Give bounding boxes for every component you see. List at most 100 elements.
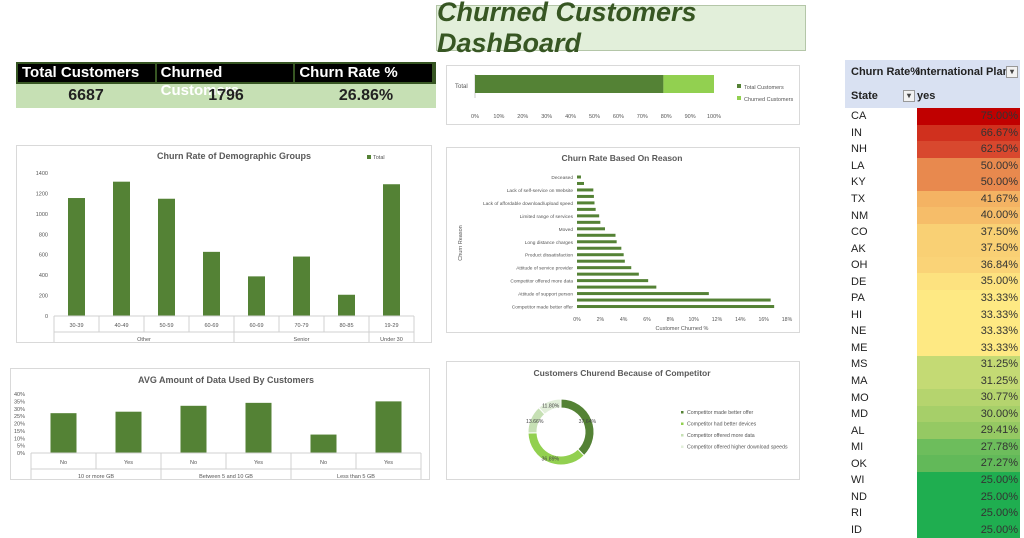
filter-icon[interactable]: ▾: [1006, 66, 1018, 78]
x-tick-label: 4%: [620, 317, 628, 323]
legend-swatch: [737, 96, 741, 100]
x-tick-label: 40%: [565, 114, 576, 120]
legend-label: Competitor made better offer: [687, 410, 753, 416]
bar: [577, 240, 617, 244]
table-row: TX 41.67%: [845, 190, 1020, 208]
group-label: Senior: [294, 337, 310, 343]
y-tick-label: 10%: [14, 436, 25, 442]
legend-label: Churned Customers: [744, 97, 793, 103]
y-axis-label: Churn Reason: [458, 225, 464, 260]
y-tick-label: 15%: [14, 429, 25, 435]
y-tick-label: Product dissatisfaction: [525, 253, 573, 259]
legend-swatch: [737, 84, 741, 88]
legend-swatch: [681, 445, 684, 448]
data-label: 36.89%: [542, 456, 560, 462]
table-row: OH 36.84%: [845, 256, 1020, 274]
churn-rate-cell: 41.67%: [917, 190, 1020, 208]
legend-swatch: [367, 155, 371, 159]
x-tick-label: 80%: [661, 114, 672, 120]
state-code: MI: [851, 441, 864, 454]
group-label: 10 or more GB: [78, 474, 114, 480]
pivot-row-label: State: [851, 90, 878, 102]
group-label: Less than 5 GB: [337, 474, 375, 480]
x-tick-label: 16%: [758, 317, 769, 323]
state-code: NM: [851, 209, 869, 222]
bar: [203, 251, 220, 316]
state-code: TX: [851, 193, 866, 205]
x-tick-label: Yes: [254, 460, 263, 466]
x-tick-label: 30%: [541, 114, 552, 120]
x-tick-label: Yes: [384, 460, 393, 466]
bar: [180, 405, 207, 453]
churn-rate-cell: 37.50%: [917, 223, 1020, 241]
bar: [310, 434, 337, 453]
reason-chart[interactable]: Churn Rate Based On Reason Deceased Lack o…: [446, 147, 800, 333]
bar: [577, 298, 771, 302]
chart-title: AVG Amount of Data Used By Customers: [138, 375, 314, 385]
legend-label: Competitor offered higher download speed…: [687, 445, 788, 451]
bar: [338, 294, 355, 316]
state-code: MA: [851, 375, 868, 388]
bar: [577, 259, 625, 263]
state-code: KY: [851, 176, 866, 189]
x-tick-label: 90%: [685, 114, 696, 120]
bar: [383, 184, 400, 316]
table-row: ME 33.33%: [845, 339, 1020, 357]
churn-rate-cell: 25.00%: [917, 488, 1020, 506]
churn-rate-cell: 62.50%: [917, 141, 1020, 158]
competitor-donut-chart[interactable]: Customers Churend Because of Competitor 3…: [446, 361, 800, 480]
churn-rate-cell: 35.00%: [917, 273, 1020, 291]
y-tick-label: Competitor made better offer: [512, 305, 574, 311]
y-tick-label: 200: [39, 294, 48, 300]
chart-title: Churn Rate Based On Reason: [562, 153, 683, 163]
y-tick-label: 1000: [36, 212, 48, 218]
kpi-value-total: 6687: [68, 87, 104, 104]
table-row: RI 25.00%: [845, 505, 1020, 522]
table-row: MD 30.00%: [845, 405, 1020, 423]
y-tick-label: Attitude of service provider: [516, 266, 573, 272]
x-tick-label: 12%: [712, 317, 723, 323]
y-tick-label: 0%: [17, 451, 25, 457]
demographic-chart[interactable]: Churn Rate of Demographic Groups 0 200 400 6…: [16, 145, 432, 343]
bar: [50, 413, 77, 453]
x-tick-label: 8%: [667, 317, 675, 323]
table-row: CA 75.00%: [845, 108, 1020, 125]
bar: [577, 188, 594, 192]
y-tick-label: 800: [39, 232, 48, 238]
table-row: AK 37.50%: [845, 240, 1020, 257]
state-code: AK: [851, 242, 866, 255]
bar: [577, 305, 775, 309]
y-tick-label: Moved: [559, 227, 574, 233]
x-tick-label: 19-29: [384, 323, 398, 329]
chart-title: Churn Rate of Demographic Groups: [157, 151, 311, 161]
state-pivot-table: Churn Rate% International Plan ▾ State yes ▾…: [845, 60, 1020, 538]
y-tick-label: 400: [39, 273, 48, 279]
pivot-header-churn: Churn Rate%: [851, 66, 921, 78]
y-tick-label: Competitor offered more data: [510, 279, 573, 285]
table-row: ND 25.00%: [845, 488, 1020, 506]
state-code: ME: [851, 341, 868, 354]
group-label: Other: [137, 337, 151, 343]
x-tick-label: 0%: [471, 114, 479, 120]
y-tick-label: 1400: [36, 171, 48, 177]
data-usage-chart[interactable]: AVG Amount of Data Used By Customers 0%5%…: [10, 368, 430, 480]
x-tick-label: 50%: [589, 114, 600, 120]
x-tick-label: 14%: [735, 317, 746, 323]
data-label: 37.64%: [579, 419, 597, 425]
x-tick-label: No: [190, 460, 197, 466]
kpi-header-rate: Churn Rate %: [295, 64, 435, 82]
churn-rate-cell: 33.33%: [917, 290, 1020, 307]
churn-rate-cell: 75.00%: [917, 108, 1020, 125]
group-label: Under 30: [380, 337, 403, 343]
bar: [577, 246, 622, 250]
stacked-bar-chart[interactable]: Total Total Customers Churned Customers 0% 1…: [446, 65, 800, 125]
table-row: NE 33.33%: [845, 323, 1020, 340]
churn-rate-cell: 30.77%: [917, 389, 1020, 406]
chart-title: Customers Churend Because of Competitor: [533, 368, 711, 378]
table-row: NH 62.50%: [845, 141, 1020, 158]
kpi-value-rate: 26.86%: [338, 87, 394, 104]
churn-rate-cell: 27.27%: [917, 455, 1020, 473]
pivot-header-plan: International Plan: [917, 66, 1010, 78]
filter-icon[interactable]: ▾: [903, 90, 915, 102]
state-code: DE: [851, 275, 867, 288]
